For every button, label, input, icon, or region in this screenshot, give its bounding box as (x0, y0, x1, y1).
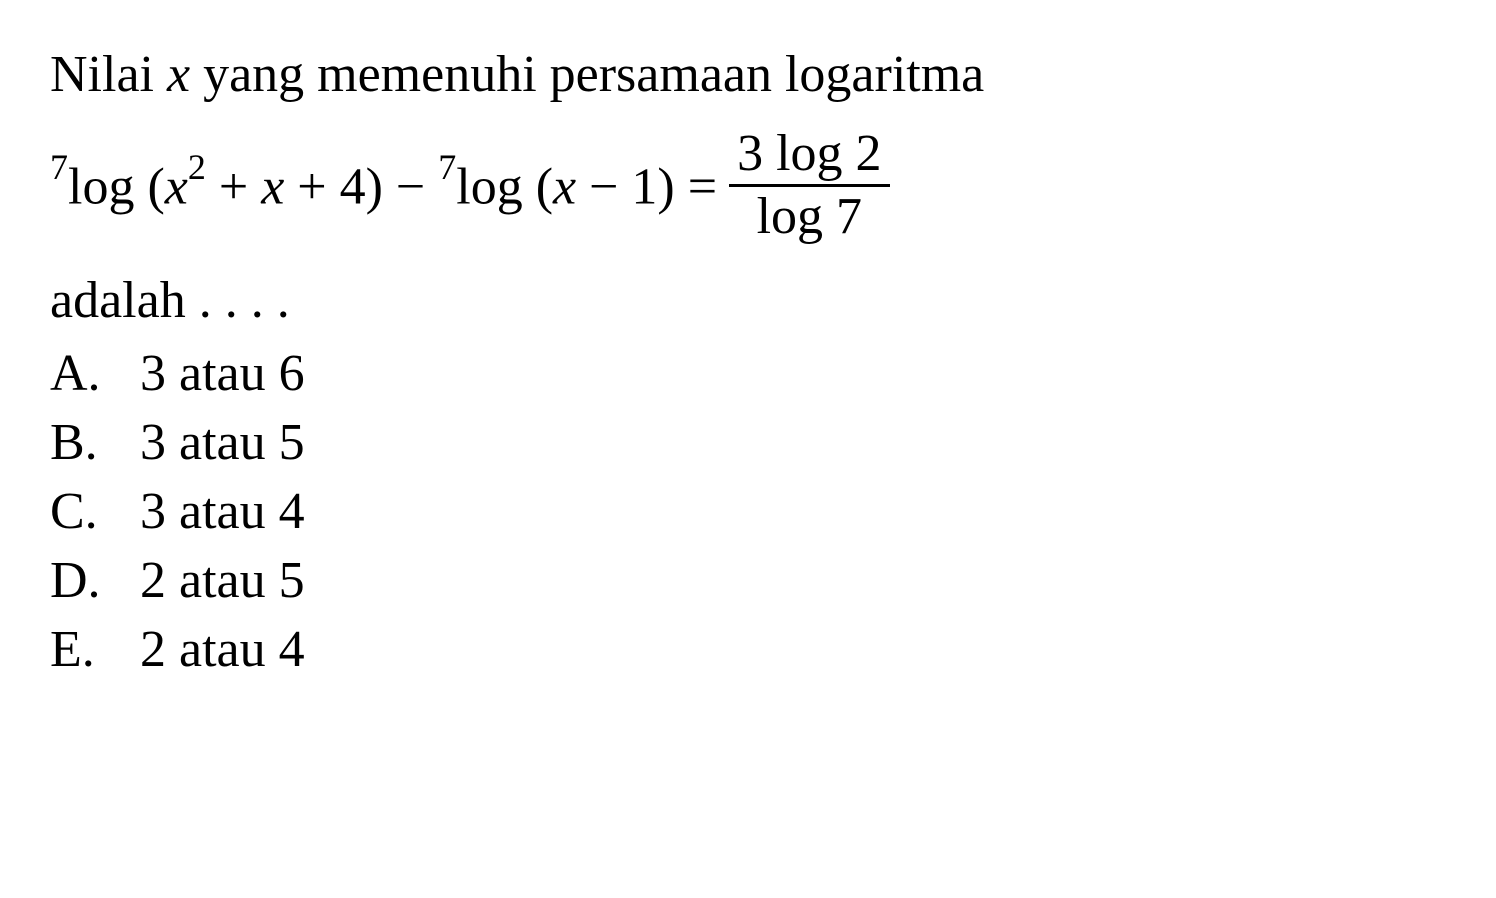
option-b: B. 3 atau 5 (50, 413, 1446, 472)
intro-part2: yang memenuhi persamaan logaritma (190, 46, 984, 103)
option-c: C. 3 atau 4 (50, 482, 1446, 541)
option-text: 2 atau 5 (140, 551, 305, 610)
eq-x3: x (553, 159, 576, 216)
log-base-2: 7 (438, 147, 456, 187)
fraction-denominator: log 7 (749, 187, 870, 243)
option-text: 3 atau 5 (140, 413, 305, 472)
intro-variable: x (167, 46, 190, 103)
option-letter: D. (50, 551, 140, 610)
fraction-numerator: 3 log 2 (729, 128, 889, 187)
eq-plus: + (206, 159, 261, 216)
option-letter: B. (50, 413, 140, 472)
option-text: 2 atau 4 (140, 620, 305, 679)
option-text: 3 atau 6 (140, 344, 305, 403)
eq-square: 2 (188, 147, 206, 187)
option-letter: E. (50, 620, 140, 679)
log-base-1: 7 (50, 147, 68, 187)
option-letter: A. (50, 344, 140, 403)
option-a: A. 3 atau 6 (50, 344, 1446, 403)
intro-part1: Nilai (50, 46, 167, 103)
log-open-2: log ( (456, 159, 553, 216)
eq-x1: x (165, 159, 188, 216)
option-text: 3 atau 4 (140, 482, 305, 541)
answer-options: A. 3 atau 6 B. 3 atau 5 C. 3 atau 4 D. 2… (50, 344, 1446, 679)
eq-x2: x (261, 159, 284, 216)
equation-left: 7log (x2 + x + 4) − 7log (x − 1) = (50, 152, 717, 219)
eq-plus4-minus: + 4) − (284, 159, 438, 216)
log-open-1: log ( (68, 159, 165, 216)
equation: 7log (x2 + x + 4) − 7log (x − 1) = 3 log… (50, 128, 1446, 243)
eq-minus1-equals: − 1) = (576, 159, 717, 216)
option-d: D. 2 atau 5 (50, 551, 1446, 610)
equation-fraction: 3 log 2 log 7 (729, 128, 889, 243)
adalah-text: adalah . . . . (50, 271, 1446, 330)
option-letter: C. (50, 482, 140, 541)
option-e: E. 2 atau 4 (50, 620, 1446, 679)
question-intro: Nilai x yang memenuhi persamaan logaritm… (50, 40, 1446, 110)
